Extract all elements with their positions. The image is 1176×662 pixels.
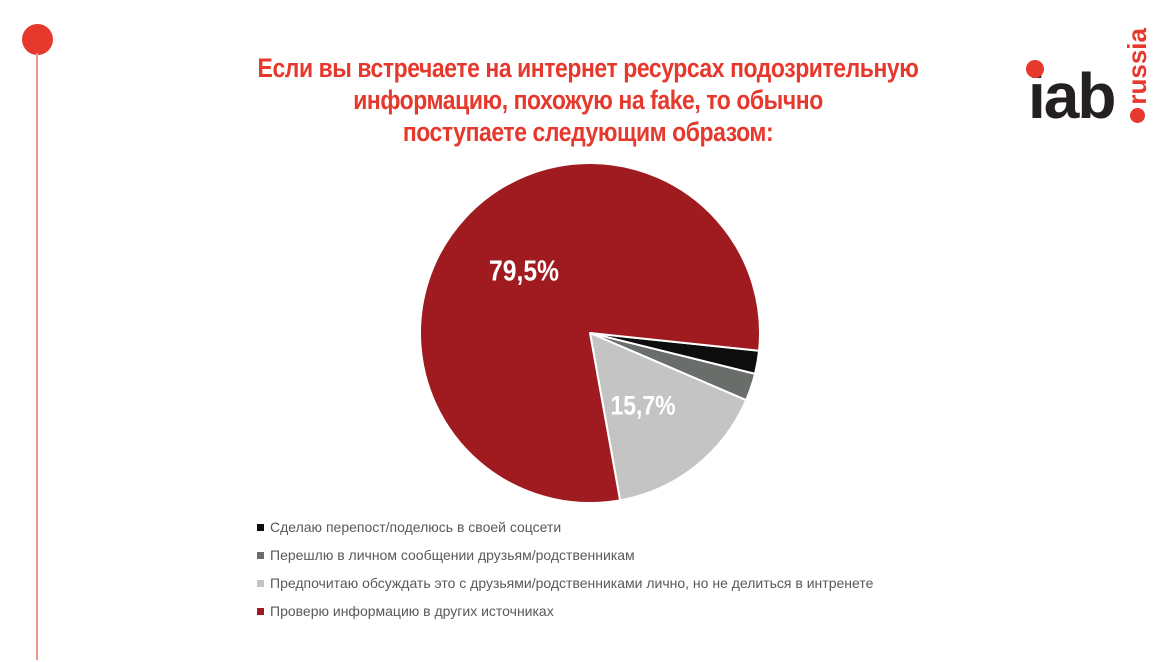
legend-label: Предпочитаю обсуждать это с друзьями/род… (270, 575, 874, 591)
slide-title-line-1: Если вы встречаете на интернет ресурсах … (257, 53, 919, 83)
slide-title-line-3: поступаете следующим образом: (402, 117, 774, 147)
logo-region-column: russia (1122, 28, 1152, 123)
logo-brand-text: iab (1028, 60, 1116, 132)
decorative-vertical-line (36, 53, 38, 660)
legend-label: Сделаю перепост/поделюсь в своей соцсети (270, 519, 562, 535)
chart-legend: Сделаю перепост/поделюсь в своей соцсети… (257, 513, 873, 625)
legend-swatch-black (257, 523, 264, 531)
legend-item-discuss: Предпочитаю обсуждать это с друзьями/род… (257, 569, 873, 597)
legend-swatch-darkred (257, 607, 264, 615)
pie-data-label-gray-slice: 15,7% (610, 390, 676, 421)
legend-item-forward: Перешлю в личном сообщении друзьям/родст… (257, 541, 873, 569)
legend-label: Перешлю в личном сообщении друзьям/родст… (270, 547, 635, 563)
pie-chart: 79,5% 15,7% (417, 160, 763, 506)
iab-russia-logo: iab russia (1026, 24, 1160, 132)
legend-label: Проверю информацию в других источниках (270, 603, 554, 619)
decorative-red-dot (22, 24, 53, 55)
legend-item-repost: Сделаю перепост/поделюсь в своей соцсети (257, 513, 873, 541)
logo-i-dot (1026, 60, 1044, 78)
slide-title: Если вы встречаете на интернет ресурсах … (88, 52, 1088, 148)
pie-slice-3 (419, 162, 761, 504)
legend-swatch-lightgray (257, 579, 264, 587)
slide-title-line-2: информацию, похожую на fake, то обычно (353, 85, 823, 115)
legend-swatch-darkgray (257, 551, 264, 559)
logo-region-text: russia (1122, 28, 1152, 105)
pie-svg (419, 162, 761, 504)
pie-data-label-red-slice: 79,5% (489, 255, 559, 288)
logo-region-dot (1129, 107, 1145, 123)
legend-item-verify: Проверю информацию в других источниках (257, 597, 873, 625)
pie-slice-2 (589, 332, 748, 502)
